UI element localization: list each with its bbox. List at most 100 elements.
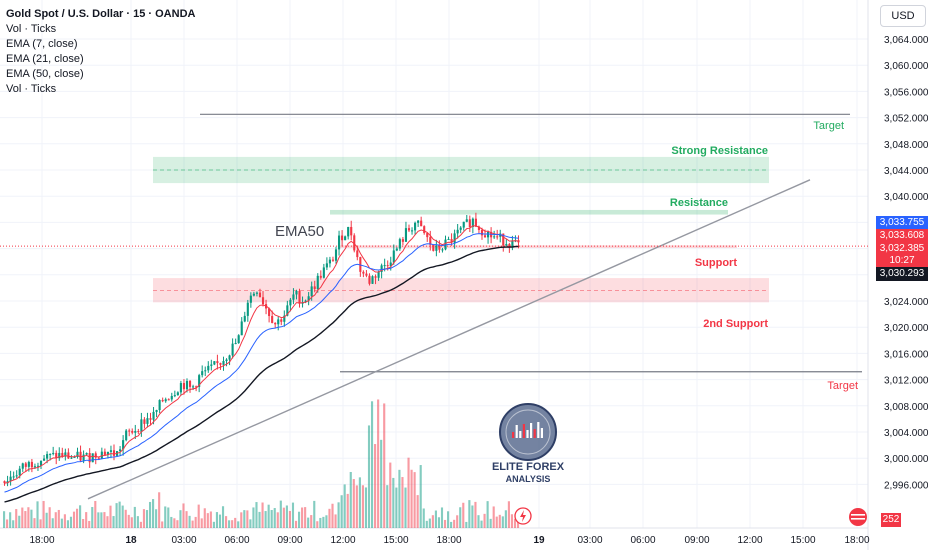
volume-bar [407,457,410,528]
candle-body [499,233,502,237]
candle-body [210,364,213,366]
volume-bar [60,518,63,528]
volume-bar [167,507,170,528]
volume-bar [492,506,495,528]
volume-bar [450,521,453,528]
volume-bar [276,512,279,528]
volume-bar [264,511,267,528]
volume-bar [474,501,477,528]
candle-body [64,452,67,457]
volume-bar [370,401,374,528]
volume-bar [106,516,109,528]
volume-bar [267,504,270,528]
y-tick-label: 3,008.000 [884,402,929,413]
candle-body [505,244,508,246]
candle-body [170,396,173,400]
volume-bar [258,511,261,528]
candle-body [438,245,441,250]
candle-body [313,286,316,290]
symbol-title[interactable]: Gold Spot / U.S. Dollar · 15 · OANDA [6,8,196,20]
currency-button[interactable]: USD [880,5,926,27]
volume-bar [401,477,404,528]
candle-body [134,430,137,433]
volume-bar [118,501,121,528]
candle-body [459,227,462,230]
x-tick-label: 15:00 [790,535,815,546]
candle-body [426,233,429,238]
candle-body [432,244,435,251]
candle-body [243,315,246,322]
candle-body [353,235,356,251]
volume-bar [425,520,428,528]
candle-body [465,219,468,222]
candle-body [231,343,234,356]
candle-body [164,399,167,402]
flag-icon[interactable] [848,507,868,527]
candle-body [380,265,383,272]
volume-bar [416,495,419,528]
volume-bar [504,510,507,528]
candle-body [429,237,432,245]
volume-bar [54,512,57,528]
volume-bar [234,517,237,528]
x-tick-label: 19 [533,535,545,546]
volume-bar [465,521,468,528]
candle-body [143,419,146,424]
candle-body [447,238,450,240]
volume-bar [252,507,255,528]
candle-body [377,271,380,278]
volume-bar [75,508,79,528]
volume-bar [179,510,182,528]
volume-bar [437,517,441,528]
support-label: Support [695,257,737,269]
candle-body [404,228,408,242]
candle-body [61,452,64,457]
volume-bar [361,485,364,528]
volume-bar [130,517,133,528]
candle-body [42,458,46,461]
y-tick-label: 3,000.000 [884,454,929,465]
volume-bar [176,520,179,528]
candle-body [274,322,277,325]
volume-bar [334,514,337,528]
volume-bar [270,510,273,528]
volume-bar [225,516,228,528]
candle-body [258,292,262,298]
volume-bar [85,512,88,528]
volume-bar [30,509,33,528]
candle-body [222,361,225,365]
legend-ema7[interactable]: EMA (7, close) [6,38,78,50]
upper-target-label: Target [813,120,844,132]
legend-volume[interactable]: Vol · Ticks [6,23,57,35]
legend-ema50[interactable]: EMA (50, close) [6,68,84,80]
candle-body [3,481,6,484]
candle-body [292,294,295,300]
volume-bar [45,512,48,528]
volume-bar [133,506,136,528]
candle-body [140,419,143,432]
candle-body [167,399,170,401]
volume-bar [279,500,282,528]
legend-volume-2[interactable]: Vol · Ticks [6,83,57,95]
legend-ema21[interactable]: EMA (21, close) [6,53,84,65]
candle-body [125,430,128,441]
candle-body [362,271,365,274]
volume-bar [392,477,395,528]
candle-body [517,240,520,243]
ema7-price-tag: 3,033.608 [876,229,928,243]
volume-bar [72,511,76,528]
volume-bar [483,513,486,528]
candle-body [97,457,100,459]
volume-bar [63,514,66,528]
candle-body [371,276,374,284]
volume-bar [431,515,434,528]
volume-bar [91,507,94,528]
candle-body [450,238,453,243]
volume-bar [495,516,498,528]
lightning-icon[interactable] [514,507,532,525]
candle-body [128,430,131,432]
candle-body [79,451,82,461]
volume-bar [228,520,231,528]
candle-body [435,245,438,251]
